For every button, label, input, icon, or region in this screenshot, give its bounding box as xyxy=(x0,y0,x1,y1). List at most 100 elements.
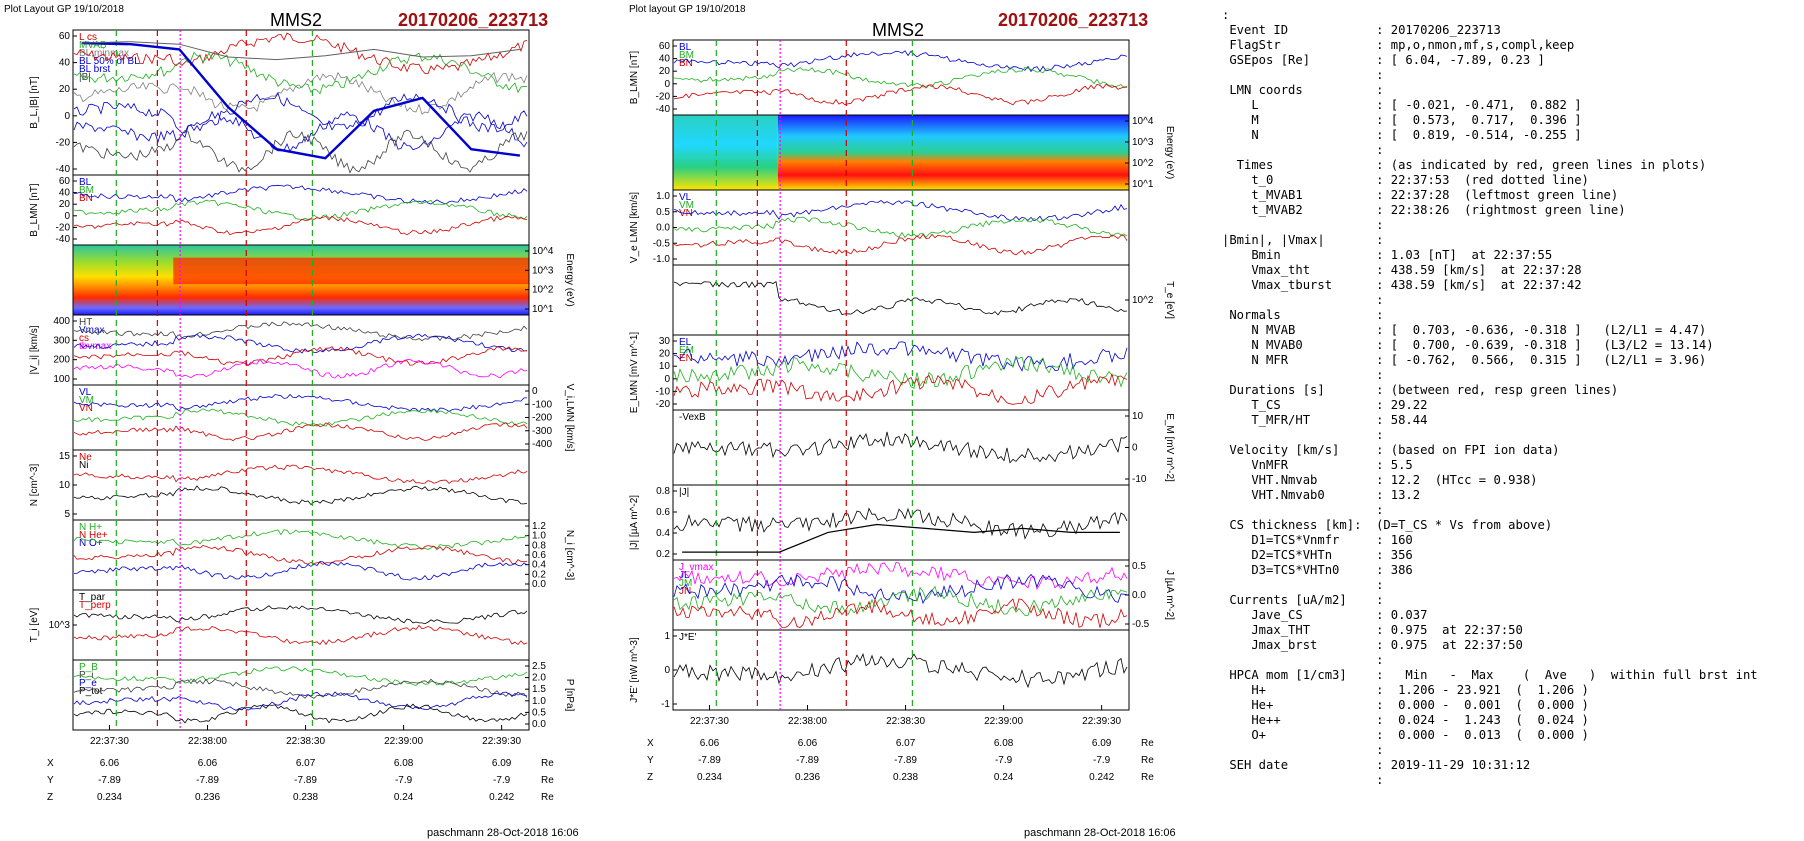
info-line: GSEpos [Re] : [ 6.04, -7.89, 0.23 ] xyxy=(1222,53,1545,67)
right-series-line xyxy=(673,356,1128,390)
left-series-line xyxy=(73,691,528,711)
right-ytick-label: 0 xyxy=(664,374,670,385)
info-line: Event ID : 20170206_223713 xyxy=(1222,23,1501,37)
right-spectrogram xyxy=(777,115,1129,190)
left-ytick-label: 0 xyxy=(64,211,70,222)
left-panel-9: 2.52.01.51.00.50.0 P [nPa] P_BP_iP_eP_tot xyxy=(72,659,575,731)
right-position-value: -7.89 xyxy=(894,755,917,766)
left-ytick-label: 200 xyxy=(53,355,70,366)
left-position-value: 6.08 xyxy=(394,758,414,769)
left-xtick-label: 22:39:00 xyxy=(384,736,423,747)
info-line: SEH date : 2019-11-29 10:31:12 xyxy=(1222,758,1531,772)
left-ytick-label: 60 xyxy=(59,176,71,187)
right-ytick-label: -20 xyxy=(656,399,671,410)
right-chart-data-series xyxy=(682,523,1120,553)
right-ytick-label: 0 xyxy=(664,665,670,676)
left-position-value: 0.238 xyxy=(293,792,318,803)
info-line: : xyxy=(1222,68,1384,82)
info-line: Times : (as indicated by red, green line… xyxy=(1222,158,1707,172)
right-legend-entry: -VexB xyxy=(679,412,706,423)
right-ylabel: V_e LMN [km/s] xyxy=(629,192,640,263)
left-position-value: 6.09 xyxy=(492,758,512,769)
left-legend-entry: tbvmax xyxy=(79,341,111,352)
left-series-line xyxy=(73,408,528,427)
right-ytick-label: 30 xyxy=(659,336,671,347)
left-ytick-label: 0.5 xyxy=(532,707,546,718)
left-series-line xyxy=(73,561,528,581)
left-series-line xyxy=(73,92,528,134)
right-panel-6: 10 0 -10 E_M [mV m^-2] -VexB xyxy=(672,409,1175,486)
right-panel-frame xyxy=(672,264,1130,336)
left-legend-entry: BL,minmax xyxy=(79,48,129,59)
info-line: LMN coords : xyxy=(1222,83,1384,97)
event-info-panel: : Event ID : 20170206_223713 FlagStr : m… xyxy=(1222,8,1758,788)
right-legend-entry: BM xyxy=(679,50,694,61)
info-line: Vmax_tburst : 438.59 [km/s] at 22:37:42 xyxy=(1222,278,1582,292)
info-line: He+ : 0.000 - 0.001 ( 0.000 ) xyxy=(1222,698,1589,712)
left-xtick-label: 22:38:30 xyxy=(286,736,325,747)
right-footer: paschmann 28-Oct-2018 16:06 xyxy=(1024,827,1176,839)
left-series-line xyxy=(73,605,528,625)
left-ytick-label: 0.6 xyxy=(532,550,546,561)
right-legend-entry: EM xyxy=(679,345,694,356)
info-line: : xyxy=(1222,293,1384,307)
left-position-value: 6.06 xyxy=(198,758,218,769)
right-ylabel: E_LMN [mV m^-1] xyxy=(629,332,640,414)
left-xtick-label: 22:38:00 xyxy=(188,736,227,747)
right-position-unit: Re xyxy=(1141,772,1154,783)
left-legend-entry: VL xyxy=(79,387,92,398)
left-ytick-label: 300 xyxy=(53,335,70,346)
right-ylabel: E_M [mV m^-2] xyxy=(1164,413,1175,482)
right-series-line xyxy=(673,50,1128,73)
left-data-traces xyxy=(73,32,528,724)
left-ytick-label: 0.8 xyxy=(532,540,546,551)
left-series-line xyxy=(73,358,528,379)
left-ytick-label: 1.2 xyxy=(532,521,546,532)
right-ytick-label: 0.4 xyxy=(656,528,670,539)
left-ylabel: N [cm^-3] xyxy=(29,464,40,507)
left-legend-entry: N H+ xyxy=(79,522,102,533)
left-panel-frame xyxy=(72,659,530,731)
right-spacecraft-title: MMS2 xyxy=(872,20,924,40)
right-position-value: -7.89 xyxy=(796,755,819,766)
info-line: Jmax_brst : 0.975 at 22:37:50 xyxy=(1222,638,1523,652)
left-legend-entry: Ni xyxy=(79,460,88,471)
info-line: : xyxy=(1222,218,1384,232)
right-legend-entry: |J| xyxy=(679,487,689,498)
right-position-value: 6.06 xyxy=(798,738,818,749)
right-ytick-label: 0.5 xyxy=(1132,561,1146,572)
left-chart-data-series xyxy=(82,41,521,160)
info-line: D3=TCS*VHTn0 : 386 xyxy=(1222,563,1413,577)
left-ytick-label: 0.2 xyxy=(532,569,546,580)
left-series-line xyxy=(73,703,528,724)
left-ytick-label: 10^3 xyxy=(532,265,554,276)
left-layout-label: Plot Layout GP 19/10/2018 xyxy=(4,4,124,15)
left-panel-3: 10^4 10^3 10^2 10^1 Energy (eV) xyxy=(72,244,575,316)
right-panel-frame xyxy=(672,484,1130,561)
left-series-line xyxy=(73,199,528,220)
left-ytick-label: 20 xyxy=(59,84,71,95)
right-legend-entry: EN xyxy=(679,353,693,364)
left-position-value: -7.9 xyxy=(395,775,413,786)
right-legend-entry: J*E' xyxy=(679,632,697,643)
info-line: Currents [uA/m2] : xyxy=(1222,593,1384,607)
left-position-value: -7.89 xyxy=(294,775,317,786)
info-line: VnMFR : 5.5 xyxy=(1222,458,1413,472)
info-line: : xyxy=(1222,578,1384,592)
left-series-line xyxy=(73,422,528,442)
left-ytick-label: 5 xyxy=(64,509,70,520)
info-line: L : [ -0.021, -0.471, 0.882 ] xyxy=(1222,98,1582,112)
left-legend-entry: VN xyxy=(79,403,93,414)
info-line: He++ : 0.024 - 1.243 ( 0.024 ) xyxy=(1222,713,1589,727)
left-series-line xyxy=(73,393,527,413)
left-series-line xyxy=(73,51,528,95)
left-legend-entry: N O+ xyxy=(79,538,103,549)
right-series-line xyxy=(673,372,1128,405)
right-ytick-label: 10^4 xyxy=(1132,116,1154,127)
right-ytick-label: 10^2 xyxy=(1132,295,1154,306)
info-line: D1=TCS*Vnmfr : 160 xyxy=(1222,533,1413,547)
left-series-line xyxy=(73,110,528,153)
left-ylabel: B_LMN [nT] xyxy=(29,183,40,237)
right-data-traces xyxy=(673,50,1128,689)
